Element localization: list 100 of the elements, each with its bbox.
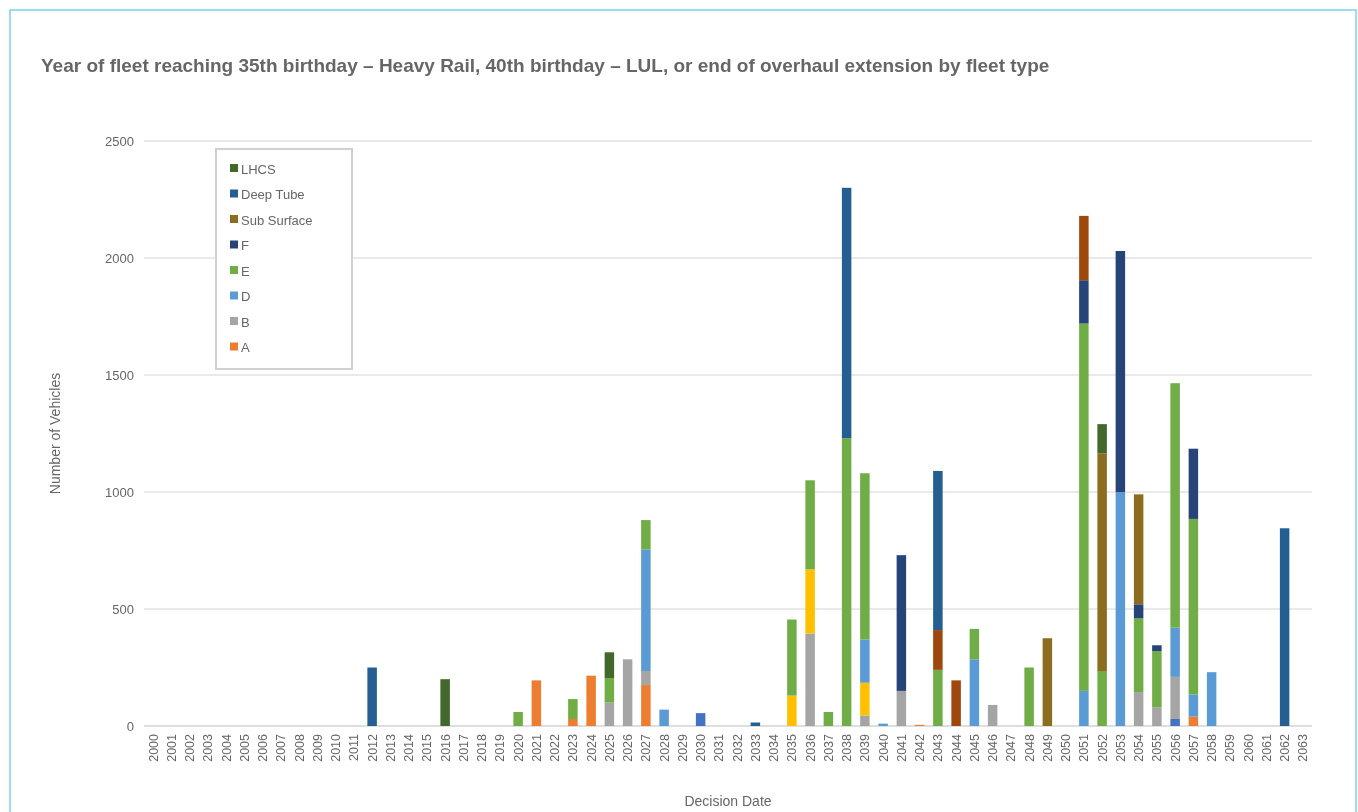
x-tick-label: 2050 xyxy=(1059,733,1073,762)
bar xyxy=(604,702,615,726)
x-tick-label: 2055 xyxy=(1150,733,1165,762)
x-tick-label: 2056 xyxy=(1168,733,1183,762)
bar xyxy=(878,723,888,726)
x-tick-label: 2035 xyxy=(785,733,800,762)
x-tick-label: 2051 xyxy=(1077,733,1092,762)
bar xyxy=(896,555,907,691)
bar xyxy=(1042,638,1053,726)
x-tick-label: 2025 xyxy=(602,733,617,762)
x-tick-label: 2019 xyxy=(493,733,508,762)
bar xyxy=(951,680,961,726)
x-tick-label: 2005 xyxy=(237,733,252,762)
bar xyxy=(933,630,943,670)
bar xyxy=(1133,604,1144,619)
bar xyxy=(933,669,943,726)
x-tick-label: 2033 xyxy=(748,733,763,762)
x-tick-label: 2045 xyxy=(967,733,982,762)
bar xyxy=(513,711,523,726)
x-tick-label: 2022 xyxy=(548,733,562,762)
bar xyxy=(787,619,797,696)
bar xyxy=(933,470,943,631)
bar xyxy=(659,709,669,726)
x-tick-label: 2031 xyxy=(712,733,727,762)
x-tick-label: 2023 xyxy=(566,733,581,762)
bar xyxy=(367,667,377,726)
bar xyxy=(1133,618,1144,693)
bar xyxy=(987,704,998,726)
bar xyxy=(568,699,578,719)
x-tick-label: 2006 xyxy=(256,733,270,762)
legend-label: D xyxy=(241,289,251,305)
bar xyxy=(1097,671,1107,726)
bar xyxy=(841,187,852,439)
x-tick-label: 2020 xyxy=(511,733,526,762)
x-tick-label: 2013 xyxy=(383,733,398,762)
bar xyxy=(1152,651,1162,708)
x-tick-label: 2010 xyxy=(329,733,343,762)
x-tick-label: 2048 xyxy=(1022,733,1037,762)
bar xyxy=(860,473,870,640)
x-tick-label: 2057 xyxy=(1186,733,1201,762)
bar xyxy=(841,438,852,726)
bar xyxy=(860,715,870,726)
x-tick-label: 2004 xyxy=(219,733,234,762)
bar xyxy=(531,680,542,726)
x-tick-label: 2024 xyxy=(584,733,599,762)
bar xyxy=(1279,528,1290,726)
bar xyxy=(1170,627,1180,677)
bar xyxy=(1115,492,1126,726)
bar xyxy=(1115,250,1126,492)
y-axis-title: Number of Vehicles xyxy=(47,372,63,495)
bar xyxy=(1170,383,1180,628)
x-tick-label: 2059 xyxy=(1223,733,1238,762)
bar xyxy=(641,520,651,550)
legend-label: B xyxy=(241,314,250,330)
bar xyxy=(1206,672,1217,726)
x-tick-label: 2001 xyxy=(164,733,179,762)
bar xyxy=(969,628,980,660)
bar xyxy=(787,695,797,726)
y-tick-label: 2000 xyxy=(105,250,134,266)
bar xyxy=(860,682,870,716)
x-tick-label: 2037 xyxy=(821,733,836,762)
x-tick-label: 2034 xyxy=(767,733,781,762)
x-tick-label: 2007 xyxy=(274,733,289,762)
x-tick-label: 2029 xyxy=(675,733,690,762)
bar xyxy=(695,713,706,726)
bar xyxy=(1152,707,1162,726)
x-tick-label: 2021 xyxy=(529,733,544,762)
y-tick-label: 0 xyxy=(126,718,134,734)
legend-label: F xyxy=(241,238,249,254)
x-tick-label: 2041 xyxy=(894,733,909,762)
bar xyxy=(1079,215,1089,281)
x-tick-label: 2015 xyxy=(420,733,435,762)
x-tick-label: 2039 xyxy=(858,733,873,762)
bar xyxy=(1079,690,1089,726)
x-tick-label: 2036 xyxy=(803,733,818,762)
bar xyxy=(604,652,615,679)
legend-label: LHCS xyxy=(241,161,277,177)
x-tick-label: 2043 xyxy=(931,733,946,762)
bar xyxy=(641,549,651,672)
x-tick-label: 2017 xyxy=(456,733,471,762)
chart-title: Year of fleet reaching 35th birthday – Heavy Rail, 40th birthday – LUL, or end of overhaul extension by fleet type xyxy=(41,55,1050,76)
x-tick-label: 2038 xyxy=(840,733,854,762)
x-tick-label: 2011 xyxy=(347,733,362,761)
bar xyxy=(1097,453,1107,672)
bar xyxy=(1188,448,1199,519)
bar xyxy=(604,678,615,703)
bar xyxy=(750,722,761,726)
x-tick-label: 2063 xyxy=(1296,733,1311,762)
x-tick-label: 2027 xyxy=(639,733,654,762)
x-tick-label: 2028 xyxy=(657,733,672,762)
x-tick-label: 2014 xyxy=(402,733,416,762)
x-tick-label: 2042 xyxy=(913,733,927,762)
bar xyxy=(860,639,870,683)
x-tick-label: 2062 xyxy=(1278,733,1292,762)
x-tick-label: 2008 xyxy=(292,733,307,762)
x-tick-label: 2046 xyxy=(986,733,1000,762)
bar xyxy=(1170,676,1180,719)
bar xyxy=(1133,692,1144,726)
x-tick-label: 2054 xyxy=(1132,733,1146,762)
bar xyxy=(805,569,815,634)
